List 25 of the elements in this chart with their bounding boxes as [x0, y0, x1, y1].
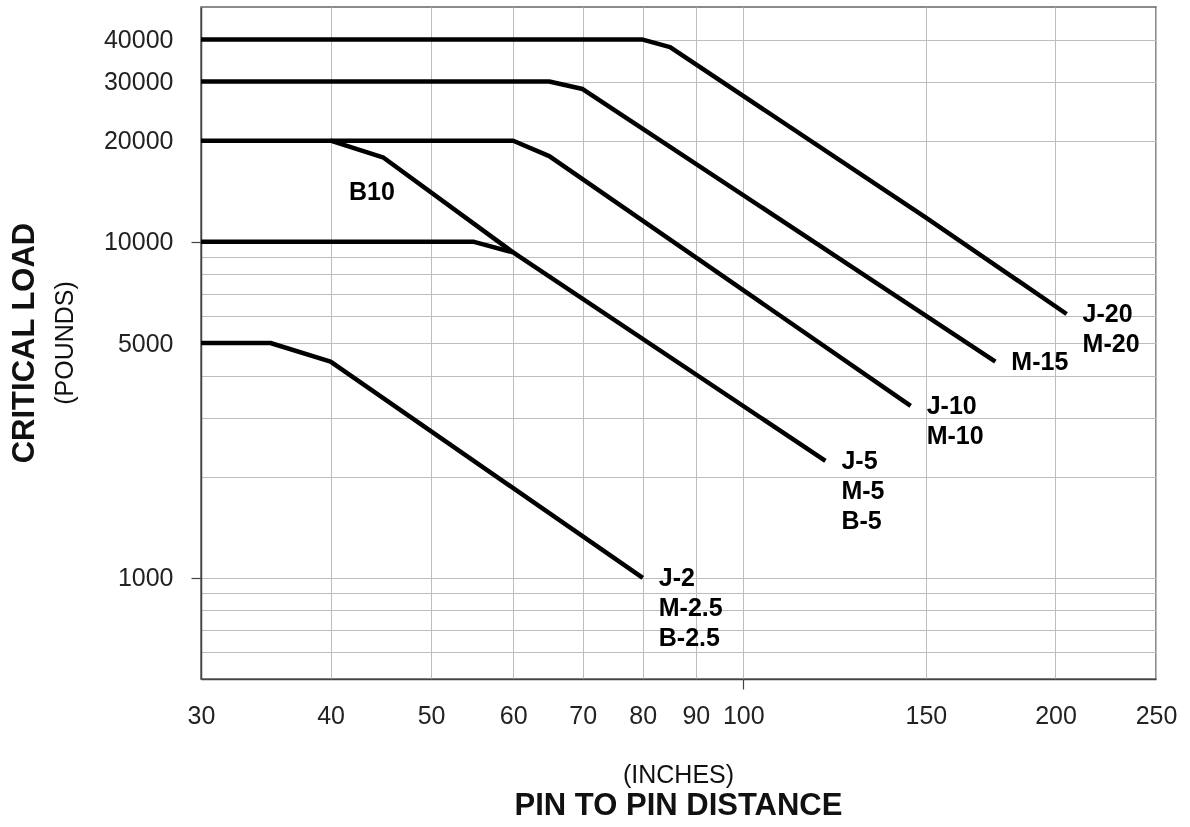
y-tick-label: 40000	[103, 25, 174, 54]
x-axis-title: (INCHES) PIN TO PIN DISTANCE	[514, 760, 843, 822]
x-tick-label: 40	[317, 700, 345, 729]
y-tick-label: 20000	[103, 126, 174, 155]
y-tick-label: 10000	[103, 227, 174, 256]
x-tick-label: 30	[187, 700, 216, 729]
series-label: J-2 M-2.5 B-2.5	[658, 562, 723, 651]
x-tick-label: 70	[569, 700, 598, 729]
x-tick-label: 60	[499, 700, 528, 729]
series-label: J-10 M-10	[926, 390, 984, 449]
x-tick-label: 200	[1035, 700, 1077, 729]
y-tick-label: 1000	[117, 563, 174, 592]
x-tick-label: 100	[722, 700, 765, 729]
series-label: M-15	[1011, 346, 1069, 375]
y-tick-label: 5000	[117, 328, 174, 357]
series-label: J-5 M-5 B-5	[841, 445, 885, 534]
x-tick-label: 80	[629, 700, 658, 729]
x-tick-label: 90	[682, 700, 711, 729]
x-tick-label: 250	[1135, 700, 1178, 729]
series-label: B10	[349, 176, 395, 205]
y-axis-title: CRITICAL LOAD (POUNDS)	[6, 222, 78, 464]
x-tick-label: 50	[417, 700, 446, 729]
x-tick-label: 150	[905, 700, 948, 729]
y-tick-label: 30000	[103, 67, 174, 96]
series-label: J-20 M-20	[1082, 298, 1140, 357]
